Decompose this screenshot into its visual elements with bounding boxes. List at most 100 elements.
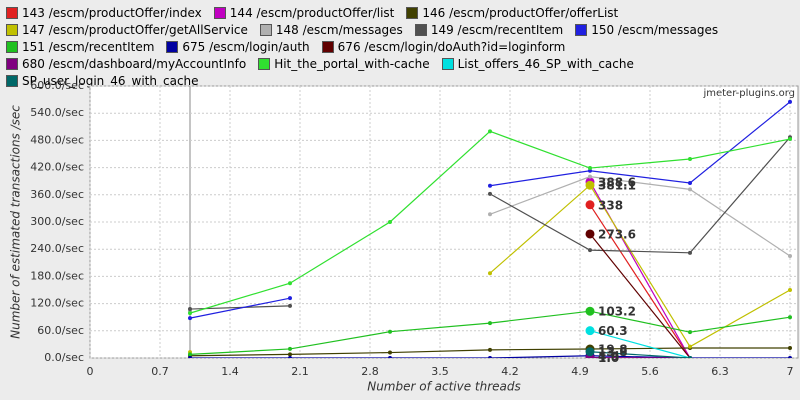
- legend-label: Hit_the_portal_with-cache: [274, 57, 430, 71]
- data-point: [288, 356, 292, 358]
- data-point: [188, 316, 192, 321]
- value-label: 388.6: [598, 175, 636, 189]
- x-tick-label: 6.3: [711, 365, 729, 378]
- y-tick-label: 540.0/sec: [30, 106, 84, 119]
- legend-item: List_offers_46_SP_with_cache: [441, 57, 634, 71]
- x-tick-label: 4.2: [501, 365, 519, 378]
- value-label: 19.8: [598, 343, 628, 357]
- x-tick-label: 2.8: [361, 365, 379, 378]
- y-tick-label: 120.0/sec: [30, 297, 84, 310]
- legend-label: 151 /escm/recentItem: [22, 40, 155, 54]
- data-point: [788, 288, 792, 292]
- y-tick-label: 480.0/sec: [30, 133, 84, 146]
- y-tick-label: 300.0/sec: [30, 215, 84, 228]
- data-point: [585, 200, 595, 210]
- legend-swatch: [213, 7, 226, 19]
- data-point: [588, 166, 592, 171]
- y-tick-label: 600.0/sec: [30, 79, 84, 92]
- data-point: [688, 181, 692, 186]
- data-point: [488, 321, 492, 326]
- data-point: [585, 326, 595, 336]
- legend-swatch: [321, 41, 334, 53]
- x-tick-label: 4.9: [571, 365, 589, 378]
- legend-swatch: [575, 24, 588, 36]
- x-tick-label: 5.6: [641, 365, 659, 378]
- value-label: 60.3: [598, 324, 628, 338]
- data-point: [188, 356, 192, 358]
- series-line: [589, 330, 691, 358]
- series-line: [589, 351, 691, 358]
- series-layer: [188, 99, 792, 358]
- data-point: [388, 356, 392, 358]
- legend-label: 146 /escm/productOffer/offerList: [422, 6, 619, 20]
- x-axis-title: Number of active threads: [367, 380, 521, 394]
- series-line: [189, 101, 791, 319]
- data-point: [288, 352, 292, 357]
- value-label: 273.6: [598, 227, 636, 241]
- legend-swatch: [441, 58, 454, 70]
- legend-label: SP_user_login_46_with_cache: [22, 74, 199, 88]
- data-point: [488, 129, 492, 134]
- legend-swatch: [6, 7, 18, 19]
- legend-label: 680 /escm/dashboard/myAccountInfo: [22, 57, 247, 71]
- series-line: [489, 176, 791, 257]
- legend-swatch: [6, 75, 18, 87]
- legend-item: SP_user_login_46_with_cache: [6, 74, 199, 88]
- y-tick-label: 60.0/sec: [37, 324, 84, 337]
- x-tick-label: 3.5: [431, 365, 449, 378]
- value-label: 338: [598, 198, 623, 212]
- data-point: [188, 311, 192, 316]
- value-label: 103.2: [598, 305, 636, 319]
- series-line: [489, 184, 791, 348]
- data-point: [585, 229, 595, 239]
- legend-label: 675 /escm/login/auth: [182, 40, 310, 54]
- legend: 143 /escm/productOffer/index 144 /escm/pr…: [6, 6, 796, 88]
- legend-item: 680 /escm/dashboard/myAccountInfo: [6, 57, 246, 71]
- data-point: [388, 350, 392, 355]
- value-label: 381.1: [598, 179, 636, 193]
- data-point: [388, 220, 392, 224]
- x-tick-label: 7: [787, 365, 794, 378]
- x-tick-label: 2.1: [291, 365, 309, 378]
- legend-swatch: [258, 58, 271, 70]
- legend-swatch: [6, 24, 18, 36]
- series-line: [589, 233, 691, 358]
- value-label: 4.9: [598, 349, 619, 363]
- legend-item: 675 /escm/login/auth: [166, 40, 310, 54]
- legend-label: 147 /escm/productOffer/getAllService: [22, 23, 248, 37]
- legend-item: Hit_the_portal_with-cache: [258, 57, 430, 71]
- data-point: [688, 156, 692, 161]
- value-label: 13.8: [598, 345, 628, 359]
- y-tick-label: 360.0/sec: [30, 188, 84, 201]
- legend-item: 143 /escm/productOffer/index: [6, 6, 202, 20]
- y-tick-label: 180.0/sec: [30, 269, 84, 282]
- legend-swatch: [166, 41, 179, 53]
- data-point: [688, 330, 692, 335]
- y-tick-label: 0.0/sec: [44, 351, 84, 364]
- watermark: jmeter-plugins.org: [702, 88, 795, 99]
- legend-item: 147 /escm/productOffer/getAllService: [6, 23, 248, 37]
- data-point: [288, 296, 292, 301]
- x-tick-label: 0: [87, 365, 94, 378]
- data-point: [688, 187, 692, 192]
- legend-item: 148 /escm/messages: [259, 23, 403, 37]
- legend-label: 149 /escm/recentItem: [430, 23, 564, 37]
- data-point: [788, 99, 792, 104]
- data-point: [585, 306, 595, 316]
- legend-label: 143 /escm/productOffer/index: [22, 6, 202, 20]
- data-point: [788, 356, 792, 358]
- legend-item: 150 /escm/messages: [575, 23, 718, 37]
- x-tick-label: 1.4: [221, 365, 239, 378]
- data-point: [688, 344, 692, 349]
- data-point: [188, 352, 192, 357]
- data-point: [488, 183, 492, 188]
- legend-label: List_offers_46_SP_with_cache: [457, 57, 634, 71]
- data-point: [488, 212, 492, 217]
- data-point: [788, 254, 792, 258]
- legend-label: 150 /escm/messages: [591, 23, 719, 37]
- data-point: [585, 347, 595, 357]
- legend-label: 148 /escm/messages: [275, 23, 403, 37]
- legend-item: 149 /escm/recentItem: [414, 23, 564, 37]
- data-point: [788, 137, 792, 142]
